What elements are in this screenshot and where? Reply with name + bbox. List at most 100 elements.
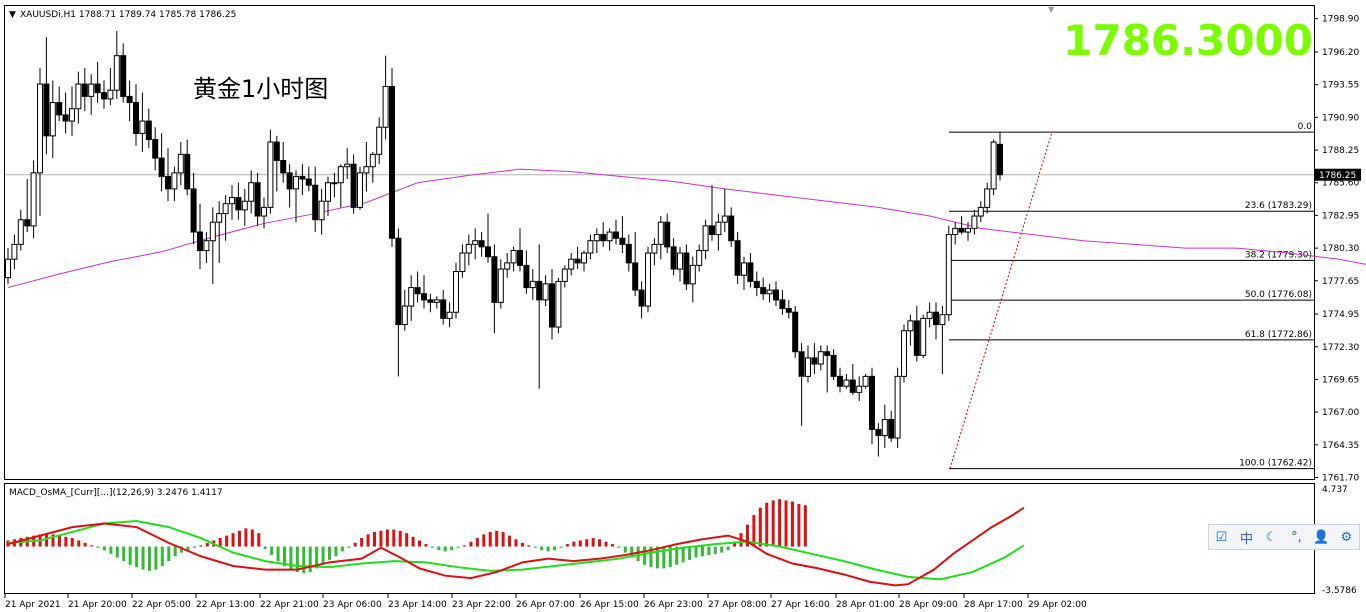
dots-icon[interactable]: °, [1291, 529, 1302, 545]
price-tick-label: 1798.90 [1322, 15, 1359, 25]
fib-level-label: 61.8 (1772.86) [1245, 330, 1312, 340]
macd-bar-positive [797, 504, 801, 547]
candle-body-up [382, 86, 389, 128]
macd-bar-positive [778, 499, 782, 547]
time-tick-label: 22 Apr 05:00 [132, 600, 191, 610]
scroll-marker-icon[interactable]: ▼ [1048, 5, 1055, 14]
candle-body-up [542, 283, 549, 301]
candle-body-down [549, 283, 555, 328]
macd-bar-negative [450, 546, 454, 551]
candle-body-up [606, 231, 613, 242]
candle-body-down [62, 114, 69, 122]
macd-bar-negative [173, 546, 177, 557]
macd-bar-positive [411, 536, 415, 547]
candle-body-down [152, 139, 159, 159]
macd-bar-positive [482, 534, 486, 547]
candle-body-down [683, 252, 690, 285]
candle-body-up [894, 375, 901, 439]
candle [280, 142, 287, 183]
candle-body-up [939, 314, 946, 326]
macd-bar-positive [765, 502, 769, 547]
macd-bar-positive [463, 545, 467, 547]
user-icon[interactable]: 👤 [1313, 529, 1330, 545]
macd-bar-negative [334, 546, 338, 557]
time-tick-label: 28 Apr 09:00 [899, 600, 958, 610]
chart-toggle-icon[interactable]: ☑ [1215, 529, 1228, 545]
candle [248, 170, 255, 214]
candle [913, 306, 920, 362]
candle-body-down [165, 176, 171, 190]
candle-body-up [209, 221, 216, 242]
candle-body-down [523, 264, 530, 289]
candle [907, 314, 914, 346]
macd-bar-positive [385, 529, 389, 547]
candle [574, 246, 581, 270]
candle [702, 219, 709, 260]
macd-bar-negative [186, 546, 190, 551]
candle [869, 367, 875, 445]
macd-bar-positive [527, 545, 531, 547]
candle [446, 302, 453, 328]
candle-body-down [427, 299, 434, 303]
candle-body-down [280, 160, 287, 174]
candle-body-up [241, 200, 248, 211]
language-icon[interactable]: 中 [1239, 531, 1253, 547]
candle [497, 259, 504, 309]
candle [491, 244, 498, 334]
moon-icon[interactable]: ☾ [1265, 529, 1278, 545]
macd-bar-negative [533, 546, 537, 548]
collapse-arrow-icon[interactable]: ▼ [9, 10, 16, 20]
candle [613, 219, 619, 245]
candle-body-down [670, 246, 677, 270]
macd-bar-positive [585, 539, 589, 547]
candle-body-down [126, 95, 133, 104]
candle-body-down [94, 83, 101, 94]
candle-body-up [472, 240, 479, 245]
macd-bar-negative [649, 546, 653, 568]
time-tick-label: 21 Apr 20:00 [68, 600, 127, 610]
candle-body-up [907, 320, 914, 332]
candle [363, 142, 370, 192]
price-tick-label: 1782.95 [1322, 211, 1359, 221]
candle-body-up [216, 213, 223, 223]
candle [984, 182, 991, 214]
macd-bar-positive [488, 531, 492, 547]
candle [779, 290, 786, 315]
candle [254, 172, 261, 226]
macd-bar-positive [578, 540, 582, 547]
candle-body-up [965, 227, 971, 233]
candle-body-up [952, 227, 959, 236]
candle-body-up [203, 240, 210, 252]
macd-bar-positive [475, 538, 479, 547]
macd-bar-negative [135, 546, 139, 568]
candle-body-up [75, 83, 82, 110]
candle [337, 164, 344, 208]
candle [728, 207, 735, 247]
price-tick-label: 1785.60 [1322, 179, 1359, 189]
candle [5, 248, 11, 284]
candle [536, 244, 543, 389]
current-price-tag [1315, 168, 1361, 181]
candle-body-up [766, 289, 773, 295]
macd-bar-positive [83, 542, 87, 547]
gear-icon[interactable]: ⚙ [1340, 529, 1353, 545]
candle-body-up [5, 258, 11, 279]
candle [862, 373, 869, 389]
chart-annotation: 黄金1小时图 [193, 75, 328, 103]
candle-body-up [465, 243, 472, 254]
candle [433, 296, 440, 309]
candle [753, 271, 760, 297]
candle-body-up [721, 215, 728, 223]
macd-bar-positive [51, 534, 55, 547]
candle-body-up [715, 221, 722, 236]
candle [504, 253, 511, 278]
candle-body-down [600, 234, 607, 242]
candle [600, 222, 607, 247]
macd-bar-negative [617, 546, 621, 548]
macd-tick-label: 4.737 [1322, 485, 1348, 495]
candle [382, 55, 389, 140]
candle [747, 253, 754, 288]
candle [670, 238, 677, 276]
candle-body-up [696, 250, 703, 266]
